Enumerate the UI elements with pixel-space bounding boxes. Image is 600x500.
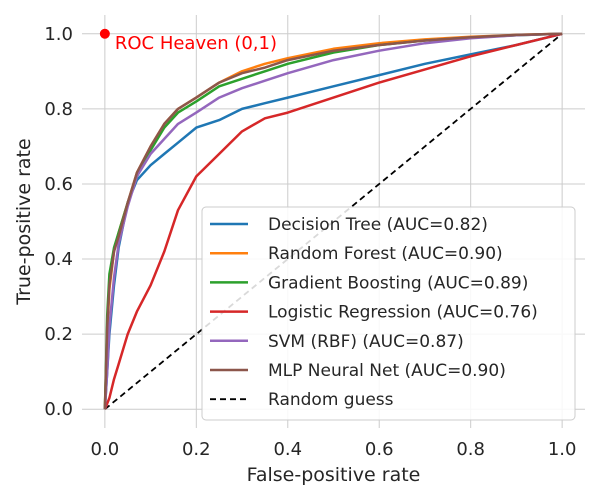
y-tick-label-0: 0.0 <box>44 399 73 420</box>
series-line-4 <box>103 32 563 410</box>
x-tick-label-5: 1.0 <box>548 439 577 460</box>
legend-label-0: Decision Tree (AUC=0.82) <box>268 215 488 235</box>
series-line-5 <box>103 32 563 410</box>
y-tick-label-1: 0.2 <box>44 324 73 345</box>
legend-label-2: Gradient Boosting (AUC=0.89) <box>268 273 528 293</box>
legend-label-6: Random guess <box>268 390 394 410</box>
roc-heaven-label: ROC Heaven (0,1) <box>115 33 277 54</box>
legend: Decision Tree (AUC=0.82) Random Forest (A… <box>201 206 576 421</box>
tick-labels: 0.0 0.2 0.4 0.6 0.8 1.0 0.0 0.2 0.4 0.6 0.8 1.0 <box>44 24 576 460</box>
y-tick-label-5: 1.0 <box>44 24 73 45</box>
series-line-3 <box>103 32 563 410</box>
y-tick-label-2: 0.4 <box>44 249 73 270</box>
y-tick-label-3: 0.6 <box>44 174 73 195</box>
x-tick-label-4: 0.8 <box>456 439 485 460</box>
legend-box <box>201 206 576 421</box>
x-tick-label-1: 0.2 <box>182 439 211 460</box>
legend-label-1: Random Forest (AUC=0.90) <box>268 244 503 264</box>
roc-heaven-point <box>99 28 110 39</box>
x-tick-label-3: 0.6 <box>365 439 394 460</box>
y-tick-label-4: 0.8 <box>44 99 73 120</box>
x-axis-title: False-positive rate <box>247 464 421 486</box>
legend-label-5: MLP Neural Net (AUC=0.90) <box>268 361 506 381</box>
legend-label-4: SVM (RBF) (AUC=0.87) <box>268 332 464 352</box>
legend-label-3: Logistic Regression (AUC=0.76) <box>268 303 538 323</box>
x-tick-label-0: 0.0 <box>91 439 120 460</box>
x-tick-label-2: 0.4 <box>273 439 302 460</box>
series-lines <box>103 32 563 410</box>
y-axis-title: True-positive rate <box>13 138 35 305</box>
annotation: ROC Heaven (0,1) <box>99 28 277 54</box>
